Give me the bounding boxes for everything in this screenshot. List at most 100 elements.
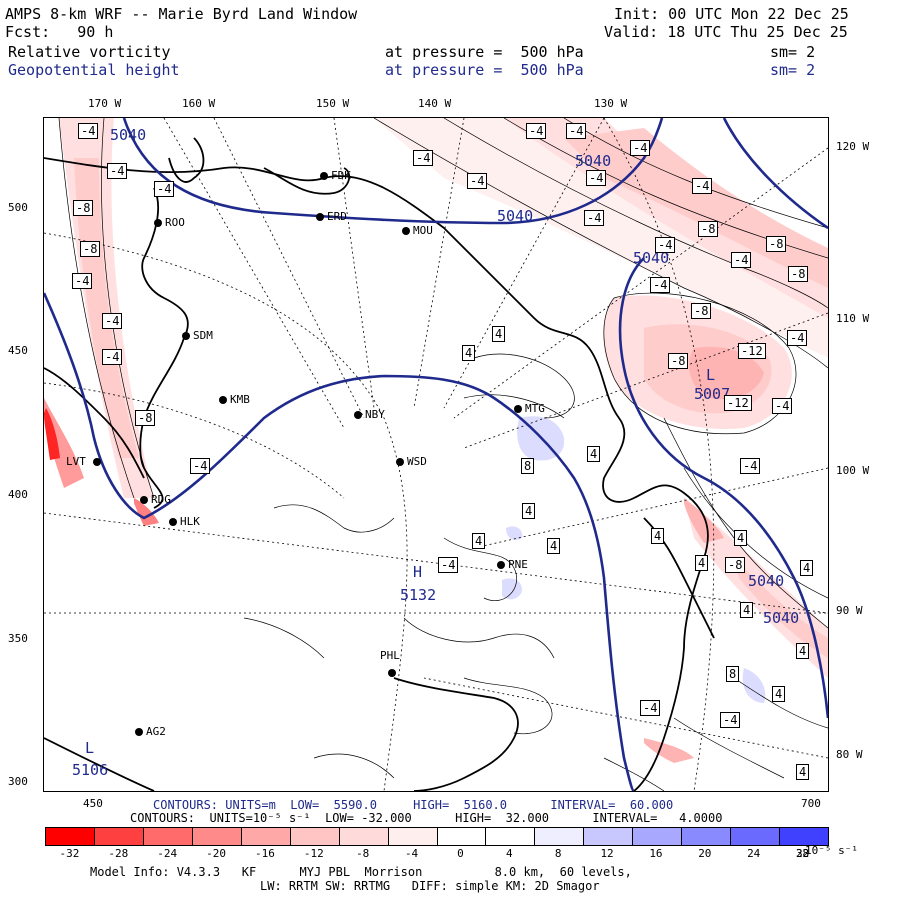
- station-fdk: FDK: [320, 170, 351, 182]
- vorticity-label: -4: [107, 163, 128, 179]
- vorticity-label: -4: [772, 398, 793, 414]
- colorbar-tick-label: -24: [157, 847, 178, 860]
- y-tick-label: 350: [8, 632, 28, 645]
- colorbar-tick-label: -16: [255, 847, 275, 860]
- field2-smoothing: sm= 2: [770, 61, 816, 79]
- negative-vorticity-shading: [44, 118, 828, 763]
- colorbar-tick-label: 0: [457, 847, 464, 860]
- vorticity-label: -4: [650, 277, 671, 293]
- low-center-value: 5007: [694, 385, 731, 403]
- vorticity-label: 4: [651, 528, 665, 544]
- height-label: 5040: [633, 249, 670, 267]
- station-sdm: SDM: [182, 330, 213, 342]
- vorticity-label: 4: [772, 686, 786, 702]
- colorbar-tick-label: 16: [649, 847, 663, 860]
- vorticity-label: -4: [586, 170, 607, 186]
- colorbar-cell: [584, 828, 634, 845]
- colorbar-cell: [633, 828, 683, 845]
- colorbar: [45, 827, 829, 846]
- colorbar-cell: [192, 828, 242, 845]
- vorticity-label: -4: [740, 458, 761, 474]
- vorticity-label: -4: [438, 557, 459, 573]
- x-tick-label: 700: [801, 797, 821, 810]
- station-phl-dot: [388, 667, 399, 679]
- lon-label-top: 130 W: [594, 97, 628, 110]
- colorbar-cell: [437, 828, 487, 845]
- colorbar-cell: [780, 828, 828, 845]
- vorticity-label: -8: [788, 266, 809, 282]
- station-lvt: LVT: [66, 456, 104, 468]
- colorbar-cell: [46, 828, 95, 845]
- field2-level: at pressure = 500 hPa: [385, 61, 584, 79]
- height-label: 5040: [748, 572, 785, 590]
- colorbar-cell: [339, 828, 389, 845]
- low-center-value: 5106: [72, 761, 109, 779]
- vorticity-label: 4: [800, 560, 814, 576]
- field1-smoothing: sm= 2: [770, 43, 816, 61]
- high-center-label: H: [413, 563, 423, 581]
- station-wsd: WSD: [396, 456, 427, 468]
- colorbar-cell: [682, 828, 732, 845]
- vorticity-label: -4: [655, 237, 676, 253]
- lon-label-right: 110 W: [836, 312, 870, 325]
- vorticity-label: -4: [413, 150, 434, 166]
- station-mou: MOU: [402, 225, 433, 237]
- colorbar-tick-label: -12: [303, 847, 324, 860]
- height-contour-info: CONTOURS: UNITS=m LOW= 5590.0 HIGH= 5160…: [153, 798, 674, 812]
- colorbar-tick-label: -28: [108, 847, 129, 860]
- vorticity-label: 4: [587, 446, 601, 462]
- model-info-physics: LW: RRTM SW: RRTMG DIFF: simple KM: 2D S…: [260, 879, 600, 893]
- vorticity-label: -4: [154, 181, 175, 197]
- lat-lon-grid: [44, 118, 828, 791]
- vorticity-label: 4: [522, 503, 536, 519]
- vorticity-label: -4: [72, 273, 93, 289]
- height-label: 5040: [497, 207, 534, 225]
- colorbar-tick-label: 8: [554, 847, 562, 860]
- colorbar-tick-label: -32: [59, 847, 80, 860]
- model-info: Model Info: V4.3.3 KF MYJ PBL Morrison 8…: [90, 865, 632, 879]
- vorticity-label: -4: [467, 173, 488, 189]
- lon-label-right: 120 W: [836, 140, 870, 153]
- field1-level: at pressure = 500 hPa: [385, 43, 584, 61]
- vorticity-label: -4: [630, 140, 651, 156]
- vorticity-label: -4: [526, 123, 547, 139]
- vorticity-label: -8: [668, 353, 689, 369]
- forecast-hour: Fcst: 90 h: [5, 23, 114, 41]
- vorticity-label: 8: [521, 458, 535, 474]
- vorticity-contour-info: CONTOURS: UNITS=10⁻⁵ s⁻¹ LOW= -32.000 HI…: [130, 811, 723, 825]
- valid-time: Valid: 18 UTC Thu 25 Dec 25: [604, 23, 848, 41]
- vorticity-label: 4: [740, 602, 754, 618]
- colorbar-tick-label: 32: [795, 847, 810, 860]
- colorbar-cell: [143, 828, 193, 845]
- vorticity-label: 4: [695, 555, 709, 571]
- colorbar-cell: [94, 828, 144, 845]
- vorticity-label: -8: [725, 557, 746, 573]
- vorticity-label: -8: [135, 410, 156, 426]
- colorbar-cell: [535, 828, 585, 845]
- height-label: 5040: [110, 126, 147, 144]
- vorticity-label: -4: [640, 700, 661, 716]
- vorticity-label: -4: [720, 712, 741, 728]
- low-center-label: L: [85, 739, 95, 757]
- colorbar-tick-label: 24: [747, 847, 761, 860]
- vorticity-label: -4: [78, 123, 99, 139]
- low-center-label: L: [706, 366, 716, 384]
- lon-label-top: 170 W: [88, 97, 122, 110]
- lon-label-right: 100 W: [836, 464, 870, 477]
- field2-name: Geopotential height: [8, 61, 180, 79]
- lon-label-right: 80 W: [836, 748, 863, 761]
- colorbar-tick-label: -8: [356, 847, 370, 860]
- station-ag2: AG2: [135, 726, 166, 738]
- colorbar-cell: [241, 828, 291, 845]
- vorticity-label: -8: [691, 303, 712, 319]
- colorbar-tick-label: -20: [206, 847, 226, 860]
- colorbar-tick-label: 20: [698, 847, 712, 860]
- vorticity-label: 8: [726, 666, 740, 682]
- height-contours: [44, 118, 828, 791]
- station-pne: PNE: [497, 559, 528, 571]
- vorticity-label: -4: [692, 178, 713, 194]
- vorticity-label: 4: [734, 530, 748, 546]
- vorticity-label: -4: [731, 252, 752, 268]
- height-label: 5040: [575, 152, 612, 170]
- vorticity-label: 4: [492, 326, 506, 342]
